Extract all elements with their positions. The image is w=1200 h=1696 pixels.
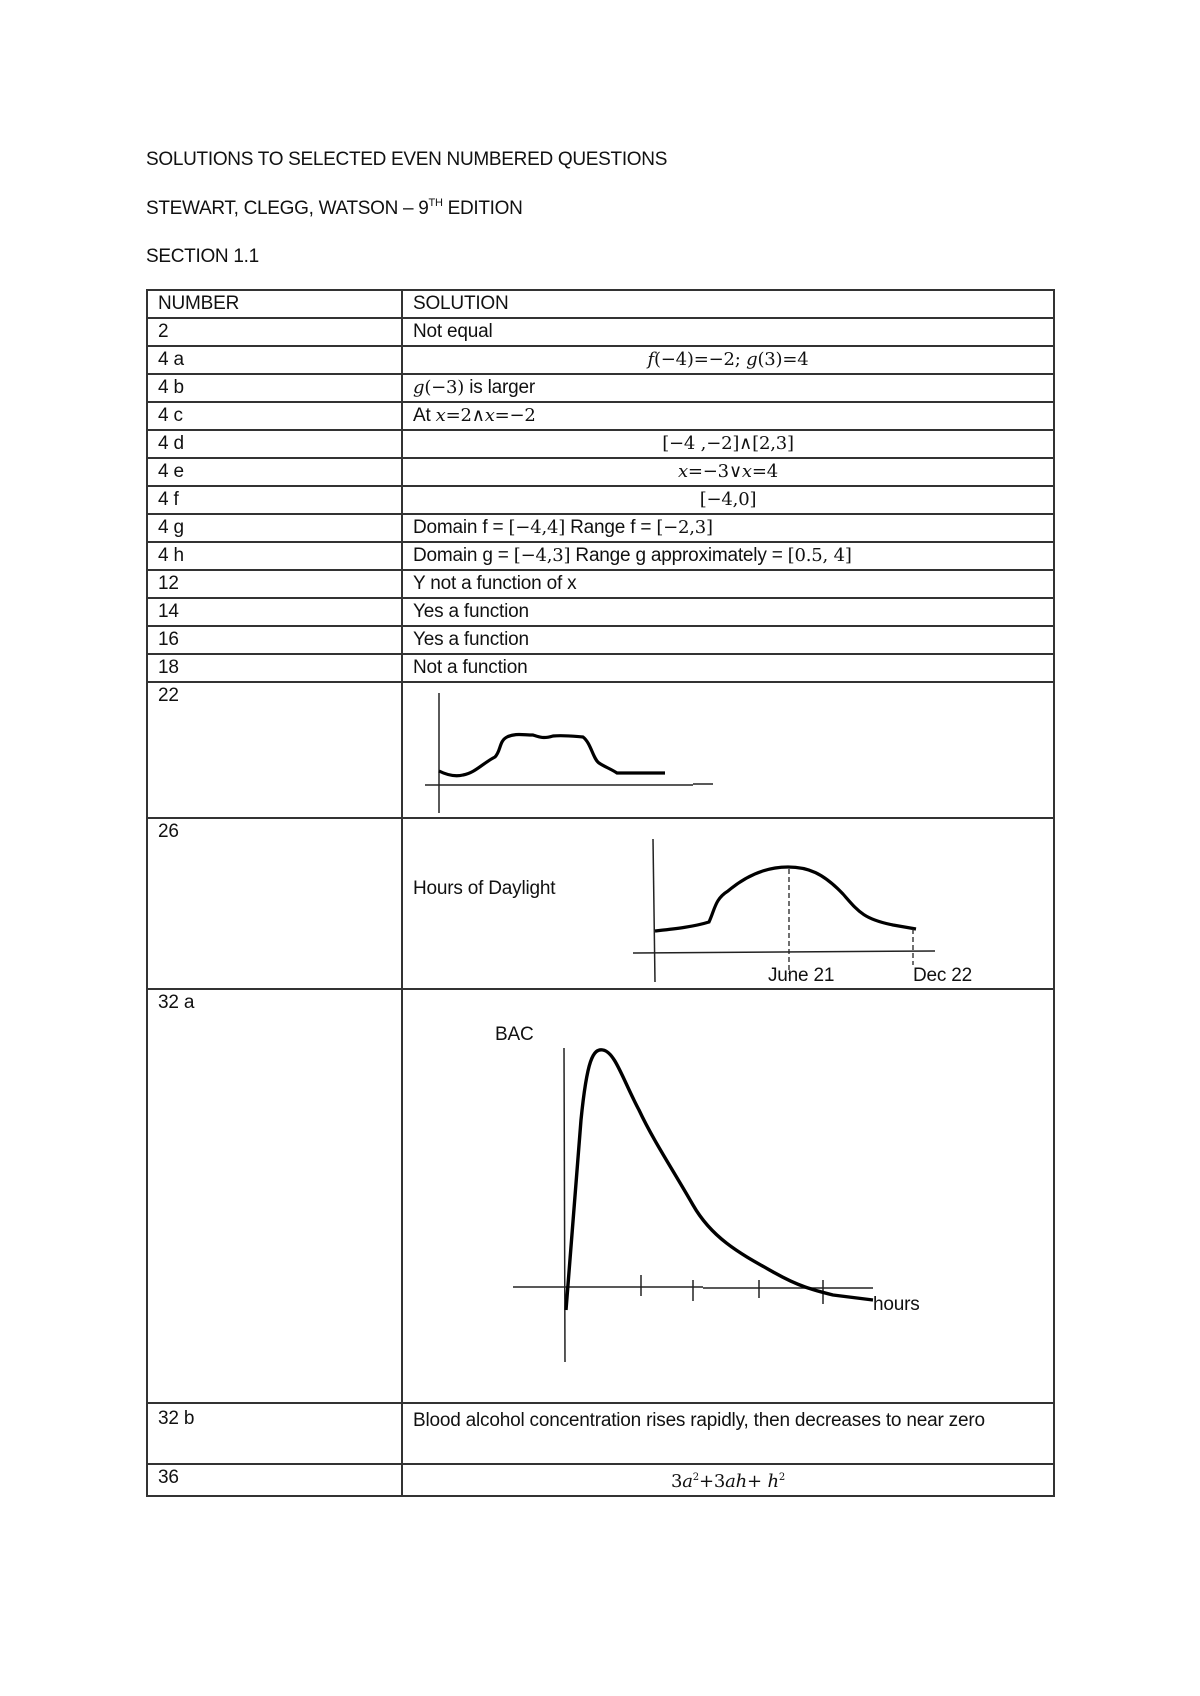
- row-number: 4 f: [146, 485, 403, 515]
- table-row-graph: 26 Hours of Daylight June 21 Dec 22: [146, 817, 1055, 990]
- row-number: 4 e: [146, 457, 403, 487]
- row-number: 32 a: [146, 988, 403, 1404]
- row-solution: Yes a function: [401, 625, 1055, 655]
- row-number: 12: [146, 569, 403, 599]
- bac-xlabel: hours: [873, 1294, 920, 1315]
- table-row: 4 a f(−4)=−2; g(3)=4: [146, 345, 1055, 375]
- q22-graph-cell: [401, 681, 1055, 819]
- row-number: 16: [146, 625, 403, 655]
- row-solution-math: x=−3∨x=4: [401, 457, 1055, 487]
- row-solution-math: [−4 ,−2]∧[2,3]: [401, 429, 1055, 459]
- row-solution: Domain g = [−4,3] Range g approximately …: [401, 541, 1055, 571]
- bac-ylabel: BAC: [495, 1024, 533, 1045]
- q26-daylight-graph: Hours of Daylight June 21 Dec 22: [413, 838, 972, 986]
- row-solution: Not a function: [401, 653, 1055, 683]
- row-solution: Blood alcohol concentration rises rapidl…: [401, 1402, 1055, 1465]
- row-solution: Y not a function of x: [401, 569, 1055, 599]
- header-number: NUMBER: [146, 289, 403, 319]
- table-row-graph: 22: [146, 681, 1055, 819]
- header-solution: SOLUTION: [401, 289, 1055, 319]
- row-number: 14: [146, 597, 403, 627]
- row-number: 26: [146, 817, 403, 990]
- table-row: 4 c At x=2∧x=−2: [146, 401, 1055, 431]
- table-row: 4 e x=−3∨x=4: [146, 457, 1055, 487]
- subtitle-superscript: TH: [428, 197, 443, 209]
- subtitle-edition: EDITION: [442, 198, 523, 219]
- table-row: 4 b g(−3) is larger: [146, 373, 1055, 403]
- row-number: 4 b: [146, 373, 403, 403]
- table-row: 4 h Domain g = [−4,3] Range g approximat…: [146, 541, 1055, 571]
- daylight-x-dec22: Dec 22: [913, 965, 972, 986]
- q32a-bac-graph: BAC hours: [495, 1024, 920, 1363]
- row-solution-math: 3a2+3ah+ h2: [401, 1463, 1055, 1497]
- row-solution: At x=2∧x=−2: [401, 401, 1055, 431]
- table-row: 16 Yes a function: [146, 625, 1055, 655]
- row-solution: Domain f = [−4,4] Range f = [−2,3]: [401, 513, 1055, 543]
- table-row: 4 d [−4 ,−2]∧[2,3]: [146, 429, 1055, 459]
- row-number: 4 c: [146, 401, 403, 431]
- section-heading: SECTION 1.1: [146, 246, 259, 267]
- solutions-table: NUMBER SOLUTION 2 Not equal 4 a f(−4)=−2…: [146, 289, 1055, 1497]
- subtitle-text: STEWART, CLEGG, WATSON – 9: [146, 198, 429, 219]
- table-row: 36 3a2+3ah+ h2: [146, 1463, 1055, 1497]
- table-row: 14 Yes a function: [146, 597, 1055, 627]
- q22-sketch-graph: [425, 693, 713, 813]
- row-number: 4 g: [146, 513, 403, 543]
- row-number: 4 a: [146, 345, 403, 375]
- row-number: 4 h: [146, 541, 403, 571]
- row-solution: g(−3) is larger: [401, 373, 1055, 403]
- document-title: SOLUTIONS TO SELECTED EVEN NUMBERED QUES…: [146, 149, 668, 170]
- daylight-ylabel: Hours of Daylight: [413, 878, 556, 899]
- daylight-x-june21: June 21: [768, 965, 834, 986]
- table-row: 12 Y not a function of x: [146, 569, 1055, 599]
- row-number: 4 d: [146, 429, 403, 459]
- table-row: 4 g Domain f = [−4,4] Range f = [−2,3]: [146, 513, 1055, 543]
- row-solution-math: [−4,0]: [401, 485, 1055, 515]
- row-number: 2: [146, 317, 403, 347]
- row-solution-math: f(−4)=−2; g(3)=4: [401, 345, 1055, 375]
- table-row: 2 Not equal: [146, 317, 1055, 347]
- row-number: 36: [146, 1463, 403, 1497]
- row-solution: Yes a function: [401, 597, 1055, 627]
- q32a-graph-cell: BAC hours: [401, 988, 1055, 1404]
- table-row: 32 b Blood alcohol concentration rises r…: [146, 1402, 1055, 1465]
- q26-graph-cell: Hours of Daylight June 21 Dec 22: [401, 817, 1055, 990]
- row-solution: Not equal: [401, 317, 1055, 347]
- document-subtitle: STEWART, CLEGG, WATSON – 9TH EDITION: [146, 197, 523, 220]
- row-number: 18: [146, 653, 403, 683]
- table-row-graph: 32 a BAC hours: [146, 988, 1055, 1404]
- table-header-row: NUMBER SOLUTION: [146, 289, 1055, 319]
- row-number: 22: [146, 681, 403, 819]
- row-number: 32 b: [146, 1402, 403, 1465]
- table-row: 18 Not a function: [146, 653, 1055, 683]
- table-row: 4 f [−4,0]: [146, 485, 1055, 515]
